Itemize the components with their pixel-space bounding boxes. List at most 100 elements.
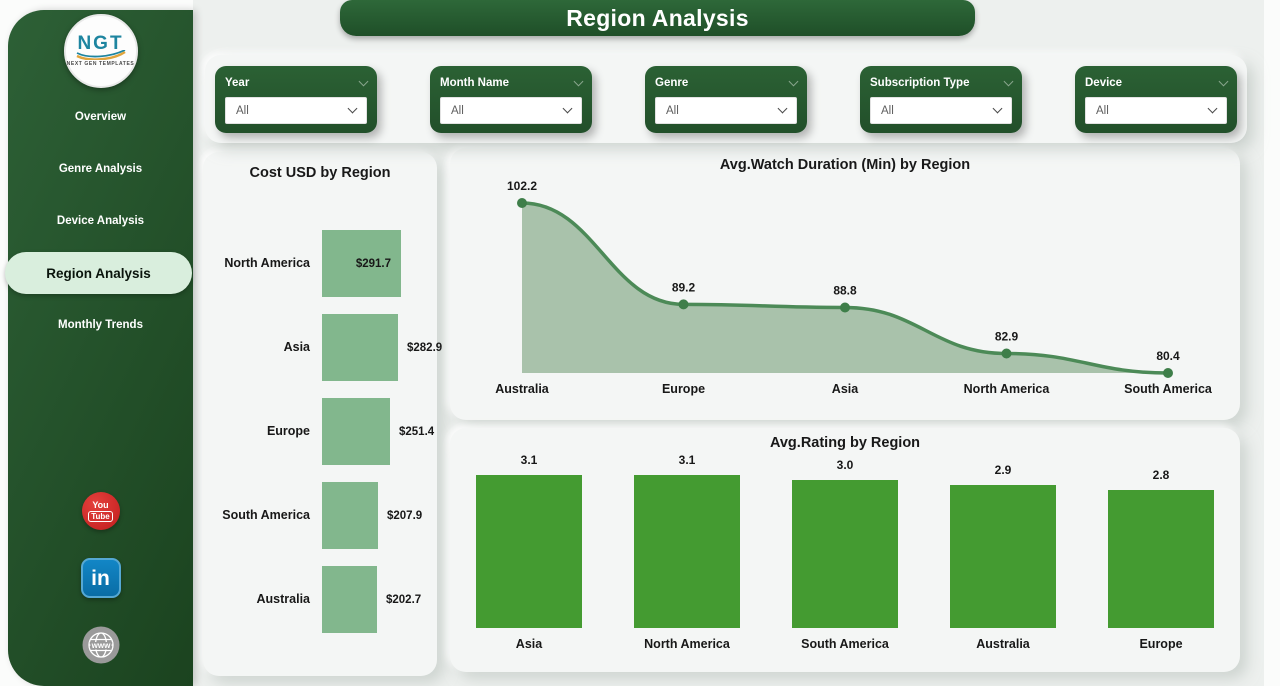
dropdown-value: All (451, 104, 464, 117)
cost-bar[interactable] (322, 313, 398, 381)
bar-track: $251.4 (322, 397, 434, 465)
category-label: Australia (256, 592, 311, 606)
rating-bar-column: 2.8 Europe (1082, 451, 1240, 651)
youtube-label: You (92, 499, 109, 510)
cost-bar[interactable] (322, 565, 377, 633)
value-label: 3.1 (678, 453, 696, 467)
sidebar-item-region-analysis[interactable]: Region Analysis (5, 252, 192, 294)
linkedin-label: in (91, 567, 110, 590)
chevron-down-icon[interactable] (573, 76, 584, 86)
filter-genre-dropdown[interactable]: All (655, 97, 797, 124)
value-label: 102.2 (507, 179, 537, 193)
bar-track: $291.7 (322, 229, 427, 297)
category-label: Europe (662, 382, 705, 396)
category-label: Asia (832, 382, 859, 396)
value-label: 2.8 (1152, 468, 1170, 482)
filter-month-name-dropdown[interactable]: All (440, 97, 582, 124)
data-point[interactable] (1001, 348, 1012, 359)
cost-bar-row: Europe $251.4 (213, 389, 434, 473)
cost-usd-chart-card: Cost USD by Region North America $291.7 As… (203, 152, 442, 676)
filter-year: Year All (215, 66, 377, 133)
ngt-logo: NGT NEXT GEN TEMPLATES (63, 14, 138, 88)
value-label: $202.7 (386, 593, 422, 606)
filter-subscription-type-dropdown[interactable]: All (870, 97, 1012, 124)
sidebar-item-genre-analysis[interactable]: Genre Analysis (58, 163, 143, 175)
cost-bar-chart: North America $291.7 Asia $282.9 Europe $251.… (203, 221, 442, 641)
rating-bar[interactable] (1108, 490, 1214, 628)
dropdown-value: All (1096, 104, 1109, 117)
rating-bar-chart: 3.1 Asia 3.1 North America 3.0 South America 2… (450, 451, 1240, 651)
value-label: 82.9 (995, 330, 1019, 344)
category-label: South America (1124, 382, 1213, 396)
bar-track: $207.9 (322, 481, 427, 549)
data-point[interactable] (678, 299, 689, 310)
value-label: 80.4 (1156, 349, 1180, 363)
chevron-down-icon[interactable] (358, 76, 369, 86)
rating-bar[interactable] (950, 485, 1056, 628)
filter-year-dropdown[interactable]: All (225, 97, 367, 124)
rating-bar-column: 3.1 North America (608, 451, 766, 651)
cost-bar[interactable] (322, 229, 401, 297)
youtube-label: Tube (88, 510, 113, 522)
filter-device: Device All (1075, 66, 1237, 133)
rating-bar[interactable] (476, 475, 582, 628)
rating-chart-card: Avg.Rating by Region 3.1 Asia 3.1 North Ame… (450, 428, 1240, 672)
sidebar-item-overview[interactable]: Overview (74, 111, 127, 123)
cost-bar-row: Asia $282.9 (213, 305, 442, 389)
chevron-down-icon (1207, 103, 1218, 114)
chevron-down-icon[interactable] (788, 76, 799, 86)
rating-bar-column: 3.1 Asia (450, 451, 608, 651)
watch-duration-chart-card: Avg.Watch Duration (Min) by Region 102.2… (450, 148, 1240, 420)
youtube-icon[interactable]: You Tube (81, 492, 120, 530)
chart-title: Cost USD by Region (249, 165, 391, 181)
filter-label: Subscription Type (870, 77, 970, 89)
category-label: Europe (1139, 637, 1183, 651)
globe-icon[interactable]: www (82, 626, 120, 669)
filter-device-dropdown[interactable]: All (1085, 97, 1227, 124)
dropdown-value: All (236, 104, 249, 117)
chevron-down-icon[interactable] (1218, 76, 1229, 86)
page-title-banner: Region Analysis (340, 0, 975, 36)
category-label: Australia (495, 382, 550, 396)
watch-duration-area-chart: 102.2 Australia 89.2 Europe 88.8 Asia 82.9 Nort… (495, 179, 1213, 396)
chart-title: Avg.Watch Duration (Min) by Region (719, 157, 971, 173)
rating-bar[interactable] (634, 475, 740, 628)
cost-bar-row: North America $291.7 (213, 221, 427, 305)
value-label: 89.2 (672, 280, 696, 294)
sidebar-item-monthly-trends[interactable]: Monthly Trends (58, 319, 143, 331)
filter-label: Genre (655, 77, 689, 89)
sidebar-nav: Overview Genre Analysis Device Analysis … (5, 96, 193, 356)
filter-label: Month Name (440, 77, 509, 89)
value-label: $291.7 (355, 257, 391, 270)
rating-bar[interactable] (792, 480, 898, 628)
category-label: North America (964, 382, 1051, 396)
category-label: South America (801, 637, 889, 651)
value-label: $207.9 (387, 509, 423, 522)
chevron-down-icon (777, 103, 788, 114)
linkedin-icon[interactable]: in (80, 558, 121, 598)
data-point[interactable] (840, 302, 850, 313)
data-point[interactable] (1163, 368, 1173, 378)
cost-bar[interactable] (322, 481, 378, 549)
filter-month-name: Month Name All (430, 66, 592, 133)
rating-bar-column: 3.0 South America (766, 451, 924, 651)
chevron-down-icon[interactable] (1003, 76, 1014, 86)
logo-text: NGT (77, 32, 124, 54)
cost-bar-row: South America $207.9 (213, 473, 427, 557)
category-label: South America (222, 508, 310, 522)
sidebar-item-device-analysis[interactable]: Device Analysis (56, 215, 145, 227)
filter-bar: Year All Month Name All Genre All Subscr… (205, 55, 1247, 143)
chevron-down-icon (562, 103, 573, 114)
value-label: $282.9 (407, 341, 443, 354)
value-label: $251.4 (399, 425, 435, 438)
cost-bar[interactable] (322, 397, 390, 465)
category-label: Australia (976, 637, 1030, 651)
filter-subscription-type: Subscription Type All (860, 66, 1022, 133)
category-label: Europe (266, 424, 310, 438)
social-links: You Tube in www (8, 492, 193, 669)
chart-title: Avg.Rating by Region (769, 435, 921, 451)
filter-genre: Genre All (645, 66, 807, 133)
filter-label: Device (1085, 77, 1123, 89)
bar-track: $202.7 (322, 565, 427, 633)
data-point[interactable] (517, 198, 527, 208)
